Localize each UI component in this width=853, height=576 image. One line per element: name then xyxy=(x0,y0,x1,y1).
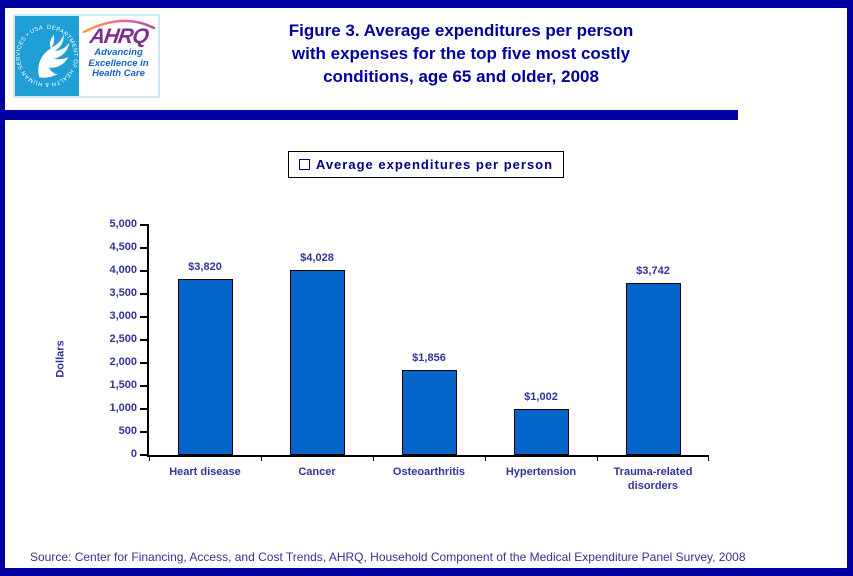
x-tick-mark xyxy=(149,456,150,461)
y-tick-mark xyxy=(140,339,149,341)
bar-trauma-related-disorders xyxy=(626,283,681,455)
legend-box: Average expenditures per person xyxy=(287,151,565,178)
hhs-logo: DEPARTMENT OF HEALTH & HUMAN SERVICES • … xyxy=(15,16,79,96)
ahrq-logo: AHRQ Advancing Excellence in Health Care xyxy=(79,16,158,96)
y-tick-label: 4,500 xyxy=(109,241,137,253)
x-axis-labels: Heart disease Cancer Osteoarthritis Hyperte… xyxy=(149,465,709,493)
y-tick-label: 2,500 xyxy=(109,333,137,345)
x-axis-label-heart-disease: Heart disease xyxy=(169,466,241,478)
y-tick-mark xyxy=(140,385,149,387)
y-tick-label: 3,500 xyxy=(109,287,137,299)
header: DEPARTMENT OF HEALTH & HUMAN SERVICES • … xyxy=(5,8,847,110)
legend-swatch-icon xyxy=(298,159,310,170)
x-axis-label-hypertension: Hypertension xyxy=(505,466,577,478)
x-axis-label-trauma-related-disorders: Trauma-related disorders xyxy=(613,466,693,492)
divider-bar xyxy=(5,110,738,120)
y-tick-mark xyxy=(140,316,149,318)
y-axis-ticks: 0 500 1,000 1,500 2,000 2,500 3,000 3,500 4,000 4… xyxy=(89,218,137,460)
y-tick-label: 4,000 xyxy=(109,264,137,276)
y-tick-label: 1,000 xyxy=(109,402,137,414)
bar-value-label: $3,742 xyxy=(636,265,670,277)
x-axis-label-osteoarthritis: Osteoarthritis xyxy=(392,466,466,478)
source-text: Source: Center for Financing, Access, an… xyxy=(30,550,746,564)
x-tick-mark xyxy=(597,456,598,461)
bar-value-label: $1,856 xyxy=(412,352,446,364)
y-tick-mark xyxy=(140,247,149,249)
bar-chart: Dollars 0 500 1,000 1,500 2,000 2,500 3,000 3,5… xyxy=(55,218,709,493)
bar-hypertension xyxy=(514,409,569,455)
bar-value-label: $1,002 xyxy=(524,391,558,403)
y-tick-label: 2,000 xyxy=(109,356,137,368)
bar-value-label: $3,820 xyxy=(188,261,222,273)
figure-title-line: conditions, age 65 and older, 2008 xyxy=(323,67,599,86)
legend-row: Average expenditures per person xyxy=(5,151,847,178)
ahrq-tagline-line: Health Care xyxy=(92,68,145,79)
x-tick-mark xyxy=(373,456,374,461)
y-axis-title: Dollars xyxy=(54,340,67,378)
x-tick-mark xyxy=(261,456,262,461)
x-tick-mark xyxy=(708,456,709,461)
y-tick-mark xyxy=(140,293,149,295)
ahrq-tagline-line: Excellence in xyxy=(88,57,149,69)
y-tick-label: 5,000 xyxy=(109,218,137,230)
ahrq-tagline: Advancing Excellence in Health Care xyxy=(88,47,149,80)
figure-title: Figure 3. Average expenditures per perso… xyxy=(5,19,847,88)
y-tick-mark xyxy=(140,224,149,226)
figure-title-line: with expenses for the top five most cost… xyxy=(291,44,631,63)
bar-osteoarthritis xyxy=(402,370,457,455)
hhs-seal-icon: DEPARTMENT OF HEALTH & HUMAN SERVICES • … xyxy=(16,25,78,87)
y-tick-mark xyxy=(140,270,149,272)
rainbow-arc-icon xyxy=(82,19,155,33)
bar-heart-disease xyxy=(178,279,233,455)
x-tick-mark xyxy=(485,456,486,461)
figure-title-line: Figure 3. Average expenditures per perso… xyxy=(288,21,634,40)
y-tick-label: 500 xyxy=(118,425,137,437)
y-tick-label: 3,000 xyxy=(109,310,137,322)
ahrq-tagline-line: Advancing xyxy=(94,47,143,58)
y-tick-mark xyxy=(140,408,149,410)
bar-value-label: $4,028 xyxy=(300,252,334,264)
legend-label: Average expenditures per person xyxy=(315,157,554,172)
y-tick-mark xyxy=(140,431,149,433)
bar-cancer xyxy=(290,270,345,455)
y-tick-label: 0 xyxy=(130,448,137,460)
hhs-ahrq-logo: DEPARTMENT OF HEALTH & HUMAN SERVICES • … xyxy=(13,14,160,98)
hhs-eagle-icon xyxy=(38,34,70,78)
y-tick-mark xyxy=(140,454,149,456)
y-tick-label: 1,500 xyxy=(109,379,137,391)
plot-area: $3,820 $4,028 $1,856 $1,002 $3,742 xyxy=(140,224,709,461)
x-axis-label-cancer: Cancer xyxy=(298,466,336,478)
y-tick-mark xyxy=(140,362,149,364)
